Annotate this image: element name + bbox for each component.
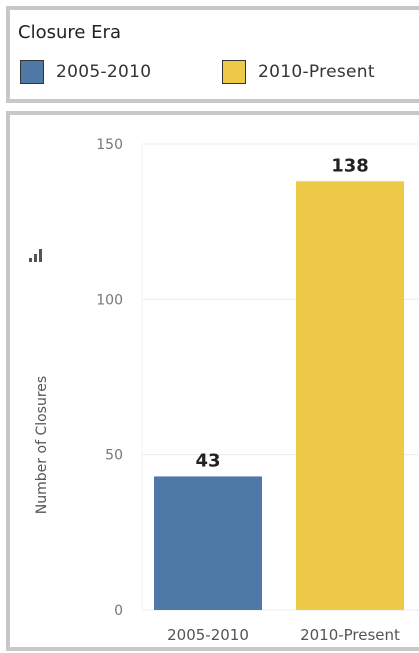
bars xyxy=(154,181,404,610)
legend-item-2005-2010[interactable]: 2005-2010 xyxy=(20,60,151,84)
x-tick-label-2005-2010: 2005-2010 xyxy=(167,626,249,644)
y-tick-label-50: 50 xyxy=(105,448,123,464)
chart-panel: 0 50 100 150 43 138 2005-2010 2010-Present Nu… xyxy=(6,111,419,651)
y-tick-label-0: 0 xyxy=(114,603,123,619)
legend-swatch-2010-present xyxy=(222,60,246,84)
legend-label-2010-present: 2010-Present xyxy=(258,62,375,82)
y-tick-label-100: 100 xyxy=(96,292,123,308)
legend-panel: Closure Era 2005-2010 2010-Present xyxy=(6,6,419,103)
bar-sort-icon[interactable] xyxy=(29,249,42,262)
legend-swatch-2005-2010 xyxy=(20,60,44,84)
legend-label-2005-2010: 2005-2010 xyxy=(56,62,152,82)
x-axis-ticks: 2005-2010 2010-Present xyxy=(167,626,400,644)
x-tick-label-2010-present: 2010-Present xyxy=(300,626,400,644)
bar-2005-2010[interactable] xyxy=(154,476,262,610)
y-tick-label-150: 150 xyxy=(96,137,123,153)
legend-title: Closure Era xyxy=(18,22,121,43)
bar-chart: 0 50 100 150 43 138 2005-2010 2010-Present Nu… xyxy=(29,137,419,644)
data-label-2010-present: 138 xyxy=(331,155,369,176)
y-axis-ticks: 0 50 100 150 xyxy=(96,137,123,619)
legend-item-2010-present[interactable]: 2010-Present xyxy=(222,60,375,84)
data-label-2005-2010: 43 xyxy=(195,450,220,471)
y-axis-label: Number of Closures xyxy=(34,376,50,514)
data-labels: 43 138 xyxy=(195,155,368,471)
bar-2010-present[interactable] xyxy=(296,181,404,610)
